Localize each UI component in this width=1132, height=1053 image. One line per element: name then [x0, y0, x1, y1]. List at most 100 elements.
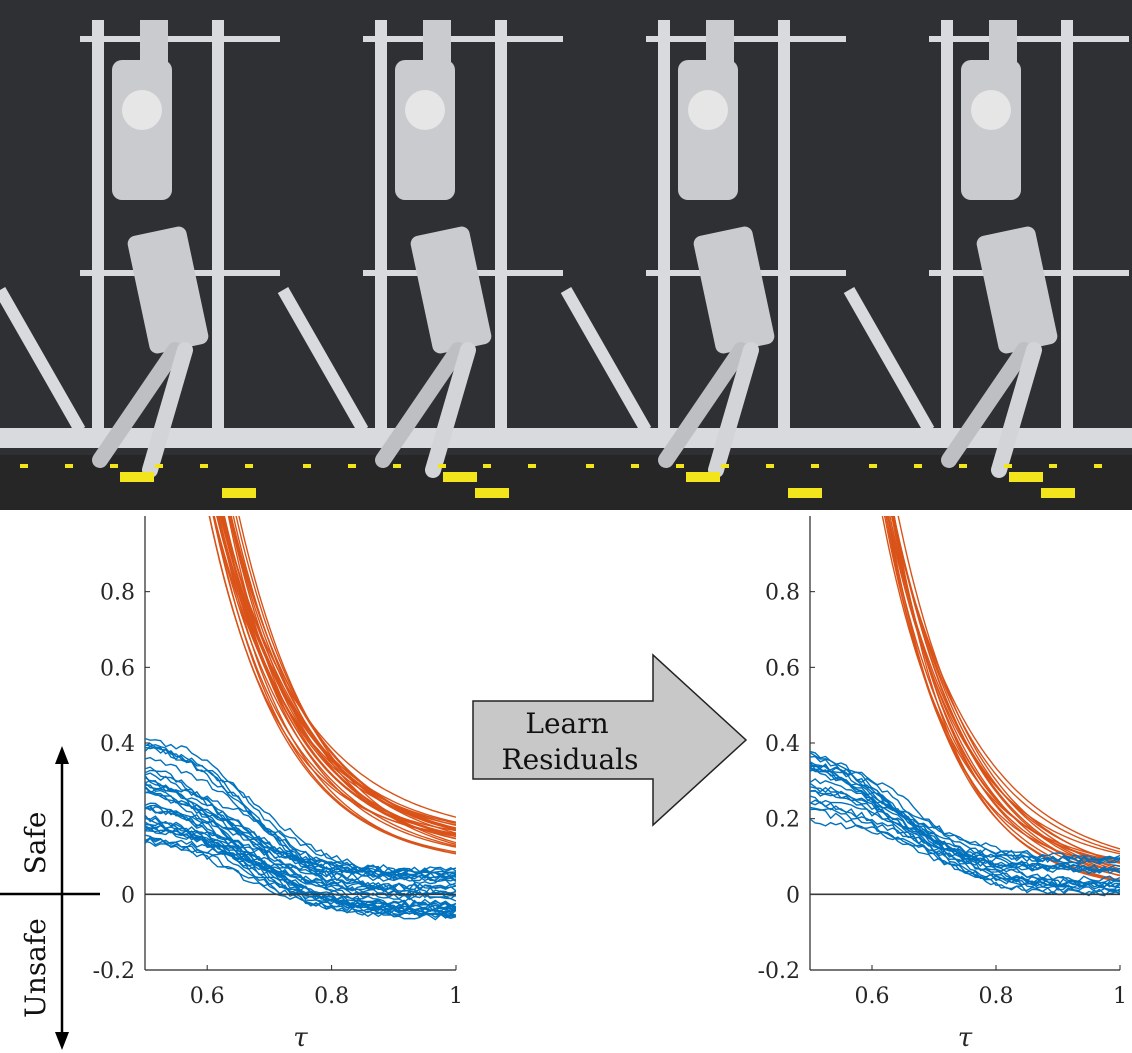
x-tick-label: 0.6	[855, 984, 890, 1009]
robot-leg-back	[658, 342, 749, 468]
blue-trajectory	[810, 789, 1120, 897]
blue-trajectory	[145, 745, 456, 899]
orange-trajectory	[218, 516, 456, 826]
floor-dash	[110, 464, 118, 468]
orange-trajectory	[881, 516, 1120, 861]
safety-arrow-up	[55, 746, 69, 764]
robot-hip	[405, 90, 445, 130]
learn-residuals-arrow: Learn Residuals	[472, 653, 748, 827]
robot-head	[989, 20, 1017, 70]
arrow-label-line1: Learn	[525, 707, 608, 740]
robot-thigh	[693, 226, 775, 354]
arrow-shape	[472, 653, 748, 827]
blue-trajectory	[145, 814, 456, 919]
base-rail	[283, 428, 566, 448]
floor-dash	[631, 464, 639, 468]
top-bar	[80, 36, 280, 42]
y-tick-label: 0.8	[100, 581, 135, 606]
foot-marker	[120, 472, 154, 482]
robot-leg-back	[375, 342, 466, 468]
post-right	[212, 20, 224, 430]
x-tick-label: 0.6	[190, 984, 225, 1009]
post-left	[375, 20, 387, 430]
floor-dash	[438, 464, 446, 468]
series-lines	[145, 516, 456, 921]
x-tick-label: 0.8	[314, 984, 349, 1009]
post-right	[495, 20, 507, 430]
blue-trajectory	[810, 799, 1120, 891]
orange-trajectory	[213, 516, 456, 847]
diagonal-brace	[560, 287, 652, 433]
orange-trajectory	[893, 516, 1120, 872]
orange-trajectory	[212, 516, 456, 837]
floor-dash	[348, 464, 356, 468]
foot-marker	[788, 488, 822, 498]
robot-hip	[122, 90, 162, 130]
post-right	[1061, 20, 1073, 430]
floor-dash	[959, 464, 967, 468]
orange-trajectory	[893, 516, 1120, 883]
robot-photo-strip	[0, 0, 1132, 510]
unsafe-label: Unsafe	[19, 918, 52, 1018]
floor-dash	[303, 464, 311, 468]
blue-trajectory	[810, 807, 1120, 865]
base-rail	[849, 428, 1132, 448]
robot-leg-back	[941, 342, 1032, 468]
floor-dash	[245, 464, 253, 468]
blue-trajectory	[145, 807, 456, 891]
series-lines	[810, 516, 1120, 897]
arrow-label-line2: Residuals	[502, 743, 639, 776]
floor-dash	[586, 464, 594, 468]
blue-trajectory	[145, 804, 456, 896]
blue-trajectory	[145, 837, 456, 874]
y-tick-label: 0.6	[100, 656, 135, 681]
robot-hip	[688, 90, 728, 130]
robot-leg-front	[991, 342, 1042, 478]
x-tick-label: 1	[449, 984, 463, 1009]
blue-trajectory	[145, 776, 456, 920]
x-tick-label: 0.8	[979, 984, 1014, 1009]
robot-leg-front	[142, 342, 193, 478]
y-tick-label: 0	[121, 883, 135, 908]
safe-label: Safe	[19, 812, 52, 875]
y-tick-label: 0.4	[100, 732, 135, 757]
orange-trajectory	[213, 516, 456, 824]
blue-trajectory	[145, 737, 456, 882]
blue-trajectory	[145, 827, 456, 916]
robot-thigh	[127, 226, 209, 354]
foot-marker	[1009, 472, 1043, 482]
y-tick-label: 0	[786, 883, 800, 908]
floor-dash	[200, 464, 208, 468]
base-rail	[0, 428, 283, 448]
robot-frame-4	[843, 0, 1132, 510]
floor-dash	[811, 464, 819, 468]
blue-trajectory	[145, 836, 456, 883]
orange-trajectory	[235, 516, 456, 829]
floor-dash	[528, 464, 536, 468]
floor	[0, 455, 283, 510]
orange-trajectory	[208, 516, 456, 855]
y-tick-label: 0.8	[765, 581, 800, 606]
foot-marker	[1041, 488, 1075, 498]
blue-trajectory	[145, 746, 456, 887]
floor-dash	[676, 464, 684, 468]
robot-leg-back	[92, 342, 183, 468]
foot-marker	[222, 488, 256, 498]
foot-marker	[475, 488, 509, 498]
top-bar	[363, 36, 563, 42]
orange-trajectory	[893, 516, 1120, 870]
blue-trajectory	[810, 755, 1120, 873]
floor-dash	[766, 464, 774, 468]
floor-dash	[1049, 464, 1057, 468]
robot-frame-3	[560, 0, 849, 510]
blue-trajectory	[810, 752, 1120, 883]
robot-frames	[0, 0, 1132, 510]
robot-head	[140, 20, 168, 70]
post-left	[941, 20, 953, 430]
chart-before: -0.2 0 0.2 0.4 0.6 0.8 0.6 0.8 1 τ	[93, 516, 463, 1053]
diagonal-brace	[843, 287, 935, 433]
orange-trajectory	[213, 516, 456, 853]
floor-dash	[65, 464, 73, 468]
floor-dash	[1094, 464, 1102, 468]
